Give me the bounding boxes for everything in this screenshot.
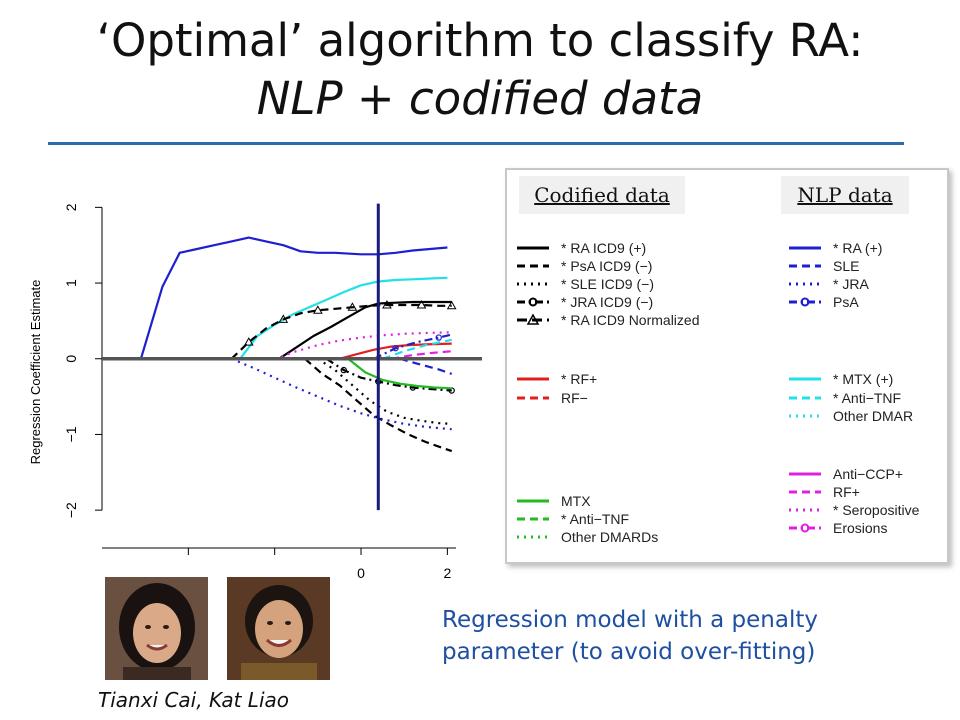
legend-label: MTX: [561, 493, 591, 509]
series-line-nlp-sle: [399, 357, 453, 375]
y-tick-label: 1: [63, 279, 79, 287]
portrait-photo-1: [105, 577, 208, 680]
series-point-ra-icd9-normalized: [278, 314, 289, 323]
legend-label: * MTX (+): [833, 371, 893, 387]
legend-label: SLE: [833, 258, 859, 274]
coefficient-path-plot: −2 −1 0 1 2 Regression Coefficient Estimate 0 2: [28, 203, 482, 581]
portrait-2-illustration: [227, 577, 330, 680]
legend-label: RF−: [561, 390, 588, 406]
legend-marker: [528, 297, 538, 307]
series-point-ra-icd9-normalized: [446, 300, 457, 310]
y-tick-label: 0: [63, 355, 79, 363]
legend-label: * Anti−TNF: [561, 511, 629, 527]
legend-label: * Anti−TNF: [833, 390, 901, 406]
series-line-nlp-ra: [102, 236, 448, 360]
legend-label: * RA ICD9 Normalized: [561, 312, 700, 328]
series-point-ra-icd9-normalized: [312, 305, 323, 314]
series-point-ra-icd9-normalized: [347, 302, 358, 311]
series-line-nlp-anti-tnf: [382, 338, 452, 360]
x-tick-label: 2: [443, 565, 451, 581]
legend-panel: * RA ICD9 (+) * PsA ICD9 (−) * SLE ICD9 (−…: [505, 168, 949, 564]
series-line-nlp-mtx: [239, 276, 448, 360]
photo-caption: Tianxi Cai, Kat Liao: [98, 688, 289, 712]
legend-label: * Seropositive: [833, 502, 920, 518]
series-point-nlp-psa: [392, 344, 399, 352]
legend-label: * PsA ICD9 (−): [561, 258, 652, 274]
title-underline: [48, 142, 904, 145]
portrait-photo-2: [227, 577, 330, 680]
series-line-jra-icd9: [325, 357, 452, 392]
legend-label: * RF+: [561, 371, 597, 387]
legend-label: * RA (+): [833, 240, 882, 256]
y-tick-label: −1: [63, 426, 79, 442]
legend-label: * JRA: [833, 276, 869, 292]
legend-marker: [800, 523, 810, 533]
legend-label: * SLE ICD9 (−): [561, 276, 654, 292]
legend-label: Other DMAR: [833, 408, 913, 424]
series-point-jra-icd9: [340, 366, 347, 374]
y-axis-label: Regression Coefficient Estimate: [28, 280, 43, 465]
series-line-rf-plus-nlp: [391, 350, 452, 360]
model-note-line1: Regression model with a penalty: [442, 607, 818, 633]
x-tick-label: 0: [357, 565, 365, 581]
legend-label: * JRA ICD9 (−): [561, 294, 653, 310]
legend-marker: [526, 313, 540, 325]
legend-label: Other DMARDs: [561, 529, 658, 545]
legend-label: Anti−CCP+: [833, 466, 903, 482]
series-point-ra-icd9-normalized: [382, 299, 392, 309]
series-line-psa-icd9: [304, 357, 453, 453]
series-line-sle-icd9: [317, 357, 452, 425]
series-layer: [102, 236, 482, 453]
model-note: Regression model with a penalty paramete…: [442, 604, 818, 668]
legend-label: Erosions: [833, 520, 887, 536]
series-line-ra-icd9: [278, 300, 452, 360]
plot-axes: −2 −1 0 1 2 Regression Coefficient Estimate 0 2: [28, 203, 456, 581]
legend-marker: [800, 297, 810, 307]
legend-header-nlp: NLP data: [781, 176, 909, 214]
legend-label: RF+: [833, 484, 860, 500]
slide-title-line1: ‘Optimal’ algorithm to classify RA:: [96, 14, 864, 67]
legend-entries: * RA ICD9 (+) * PsA ICD9 (−) * SLE ICD9 (−…: [517, 240, 920, 545]
slide-title-line2: NLP + codified data: [256, 72, 704, 125]
portrait-1-illustration: [105, 577, 208, 680]
series-line-mtx: [347, 357, 452, 390]
model-note-line2: parameter (to avoid over-fitting): [442, 639, 816, 665]
legend-label: * RA ICD9 (+): [561, 240, 646, 256]
legend-header-codified: Codified data: [519, 176, 685, 214]
y-tick-label: −2: [63, 502, 79, 518]
legend-label: PsA: [833, 294, 859, 310]
series-point-nlp-psa: [435, 334, 442, 341]
series-point-ra-icd9-normalized: [416, 299, 427, 309]
series-point-ra-icd9-normalized: [243, 337, 254, 346]
y-tick-label: 2: [63, 203, 79, 211]
series-line-nlp-psa: [373, 333, 452, 360]
